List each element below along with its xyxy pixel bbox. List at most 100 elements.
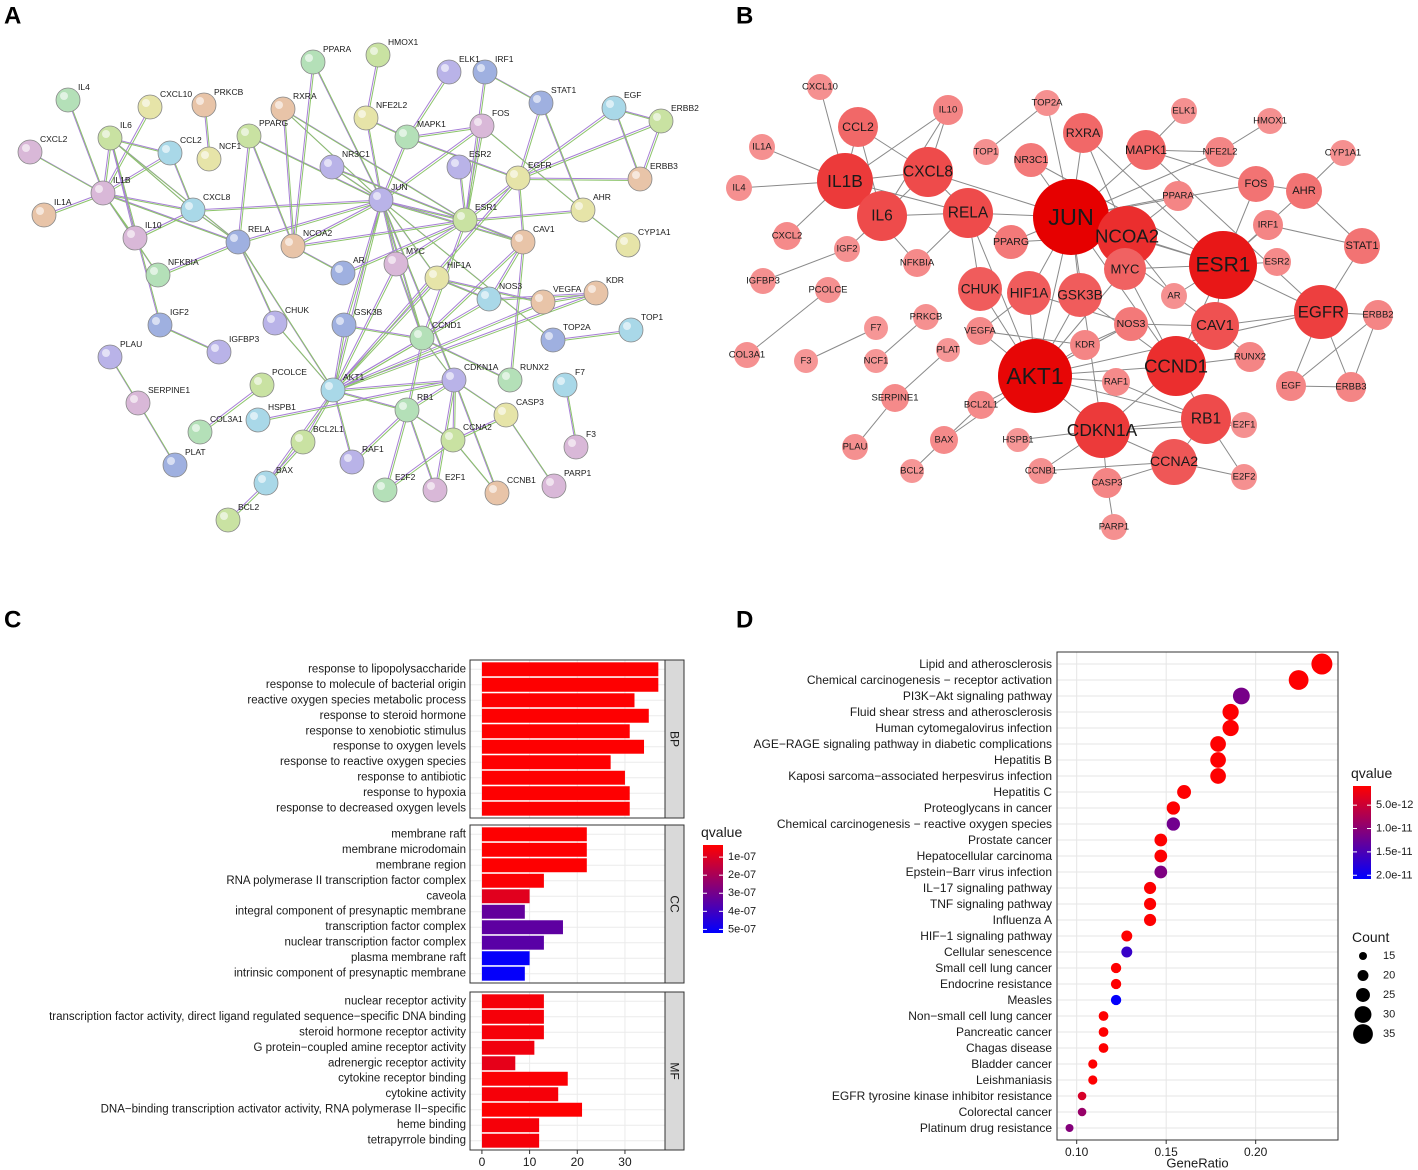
category-label: TNF signaling pathway xyxy=(930,897,1052,911)
category-label: Platinum drug resistance xyxy=(920,1121,1052,1135)
node-highlight xyxy=(196,97,204,105)
node-label: NOS3 xyxy=(1117,318,1146,330)
colorbar xyxy=(1353,786,1371,879)
dot xyxy=(1210,768,1226,784)
node-highlight xyxy=(22,144,30,152)
edge xyxy=(455,381,499,495)
colorbar-label: 5e-07 xyxy=(728,923,756,935)
node-highlight xyxy=(427,482,435,490)
node-label: JUN xyxy=(1048,204,1094,230)
node xyxy=(943,188,993,238)
node-label: ELK1 xyxy=(1172,106,1195,117)
edge xyxy=(104,108,152,195)
node-label: E2F2 xyxy=(1233,472,1256,483)
edge xyxy=(239,201,383,244)
edge xyxy=(312,61,382,201)
node-label: IL6 xyxy=(120,120,132,130)
node-label: HSPB1 xyxy=(1002,435,1033,446)
node-label: AR xyxy=(353,255,365,265)
node xyxy=(452,207,478,233)
size-label: 35 xyxy=(1383,1028,1395,1040)
node-label: GSK3B xyxy=(354,307,383,317)
colorbar-label: 1.5e-11 xyxy=(1376,846,1413,858)
facet-label: MF xyxy=(668,1062,682,1079)
node-highlight xyxy=(606,100,614,108)
node xyxy=(601,95,627,121)
node xyxy=(958,267,1002,311)
category-label: Hepatitis B xyxy=(994,753,1052,767)
node-label: CXCL2 xyxy=(772,231,803,242)
node-label: CHUK xyxy=(961,282,1000,297)
edge xyxy=(386,411,409,492)
node xyxy=(528,90,554,116)
node-label: TOP2A xyxy=(563,322,591,332)
category-label: intrinsic component of presynaptic membr… xyxy=(234,968,466,980)
edge xyxy=(294,201,383,248)
dot xyxy=(1144,913,1157,927)
x-tick-label: 20 xyxy=(571,1155,585,1169)
node-label: E2F1 xyxy=(1233,420,1256,431)
edge xyxy=(464,71,486,221)
node-label: FOS xyxy=(492,108,510,118)
node-highlight xyxy=(474,118,482,126)
dot xyxy=(1166,801,1180,815)
edge xyxy=(294,221,467,248)
node-highlight xyxy=(162,145,170,153)
node-label: IL1A xyxy=(752,142,772,153)
edge xyxy=(395,219,466,265)
node xyxy=(441,367,467,393)
node xyxy=(967,391,995,419)
edge xyxy=(511,243,525,382)
node xyxy=(353,105,379,131)
category-label: RNA polymerase II transcription factor c… xyxy=(226,875,466,887)
category-label: Human cytomegalovirus infection xyxy=(875,721,1052,735)
node-label: AR xyxy=(1167,291,1180,302)
node-highlight xyxy=(632,171,640,179)
node xyxy=(422,477,448,503)
dot xyxy=(1110,994,1122,1006)
edge xyxy=(159,243,240,277)
bar xyxy=(481,1087,559,1102)
node-label: PPARG xyxy=(259,118,288,128)
edge xyxy=(406,409,436,491)
edge xyxy=(384,409,408,491)
node-label: E2F2 xyxy=(395,472,416,482)
node-label: IGF2 xyxy=(170,307,189,317)
edge xyxy=(517,120,662,179)
node-highlight xyxy=(167,457,175,465)
dot xyxy=(1077,1107,1087,1117)
edge xyxy=(979,330,1086,346)
node-label: PPARG xyxy=(993,236,1029,248)
category-label: membrane raft xyxy=(391,828,467,840)
node xyxy=(864,349,888,373)
node xyxy=(339,449,365,475)
node-label: CAV1 xyxy=(533,224,555,234)
node-label: CCL2 xyxy=(842,120,874,134)
node-label: CCND1 xyxy=(1144,356,1208,377)
node xyxy=(966,317,994,345)
node xyxy=(1092,468,1122,498)
edge xyxy=(517,102,542,179)
node xyxy=(493,402,519,428)
bar xyxy=(481,770,625,785)
node-label: ERBB3 xyxy=(1335,382,1366,393)
dot xyxy=(1311,653,1333,675)
node xyxy=(394,124,420,150)
node-label: PARP1 xyxy=(1099,522,1129,533)
node-label: CHUK xyxy=(285,305,309,315)
node-label: CXCL8 xyxy=(203,192,231,202)
edge xyxy=(250,137,295,248)
node-highlight xyxy=(568,439,576,447)
edge xyxy=(102,106,151,194)
colorbar-label: 1e-07 xyxy=(728,851,756,863)
edge xyxy=(250,137,383,202)
node xyxy=(583,280,609,306)
node-label: CXCL10 xyxy=(802,82,838,93)
facet-strip xyxy=(664,659,685,819)
node xyxy=(1253,210,1283,240)
category-label: Hepatitis C xyxy=(993,785,1052,799)
size-key xyxy=(1357,970,1369,981)
node xyxy=(125,390,151,416)
category-label: Cellular senescence xyxy=(944,945,1052,959)
category-label: membrane region xyxy=(376,859,466,871)
